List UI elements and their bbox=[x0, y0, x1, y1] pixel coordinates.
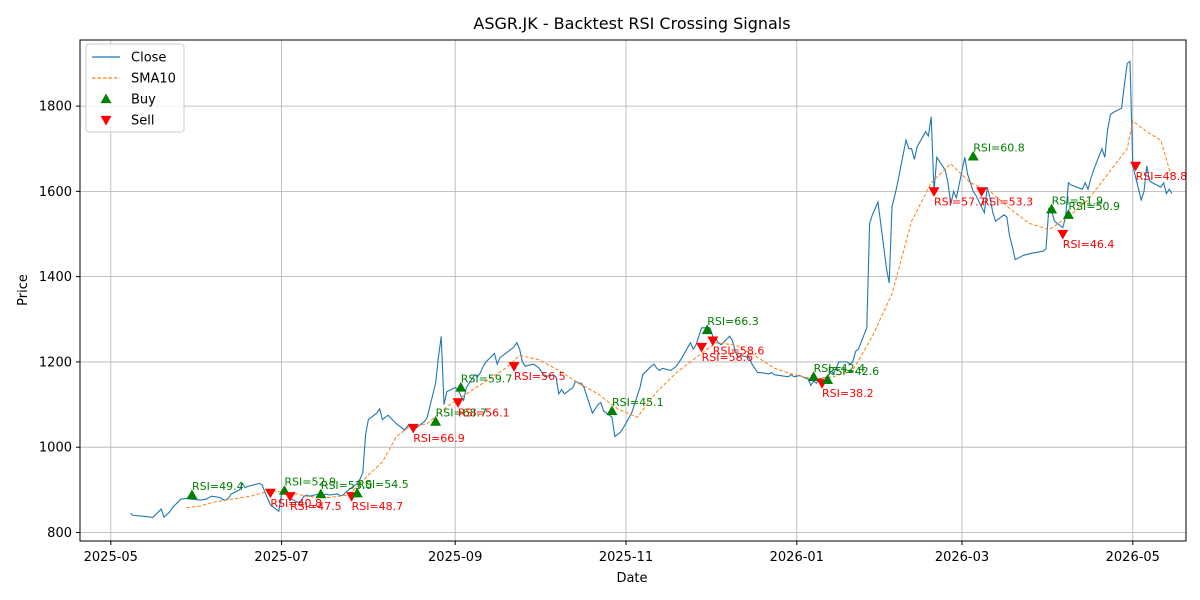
y-tick-label: 1600 bbox=[39, 185, 72, 200]
legend-swatch-buy bbox=[100, 93, 112, 104]
buy-signal-marker bbox=[808, 371, 820, 381]
x-tick-label: 2025-07 bbox=[254, 550, 308, 565]
buy-signal-marker bbox=[822, 374, 834, 384]
buy-signal-marker bbox=[606, 405, 618, 416]
y-tick-label: 1400 bbox=[39, 270, 72, 285]
buy-signal-label: RSI=45.1 bbox=[612, 396, 664, 409]
sell-signal-marker bbox=[1057, 229, 1069, 240]
chart-title: ASGR.JK - Backtest RSI Crossing Signals bbox=[473, 14, 790, 33]
buy-signal-marker bbox=[351, 487, 363, 498]
sell-signal-label: RSI=47.5 bbox=[290, 500, 342, 513]
sell-signal-label: RSI=66.9 bbox=[413, 432, 465, 445]
buy-signal-label: RSI=52.9 bbox=[284, 476, 336, 489]
grid bbox=[80, 40, 1186, 541]
buy-signal-label: RSI=66.3 bbox=[707, 315, 759, 328]
sell-signal-label: RSI=58.6 bbox=[702, 351, 754, 364]
sell-signal-label: RSI=48.8 bbox=[1136, 170, 1188, 183]
sell-signal-label: RSI=40.8 bbox=[270, 497, 322, 510]
buy-signal-label: RSI=50.9 bbox=[1068, 200, 1120, 213]
sell-signal-marker bbox=[264, 488, 276, 499]
plot-frame bbox=[79, 39, 1187, 542]
sell-signal-marker bbox=[928, 187, 940, 197]
x-axis-label: Date bbox=[616, 571, 647, 586]
y-tick-label: 1000 bbox=[39, 441, 72, 456]
buy-signal-marker bbox=[186, 489, 198, 500]
y-axis-ticks: 800 1000 1200 1400 1600 1800 bbox=[39, 100, 80, 541]
sell-signal-marker bbox=[707, 336, 719, 347]
buy-signal-label: RSI=42.6 bbox=[828, 365, 880, 378]
buy-signal-label: RSI=49.4 bbox=[192, 480, 244, 493]
buy-signal-marker bbox=[430, 416, 442, 426]
x-tick-label: 2025-09 bbox=[428, 550, 482, 565]
sell-signal-marker bbox=[508, 362, 520, 372]
sell-signal-label: RSI=58.6 bbox=[713, 345, 765, 358]
sell-signal-marker bbox=[976, 187, 988, 197]
buy-signal-marker bbox=[967, 150, 979, 161]
buy-signal-marker bbox=[315, 488, 327, 499]
sell-signal-label: RSI=57.7 bbox=[934, 195, 986, 208]
x-tick-label: 2026-03 bbox=[935, 550, 989, 565]
x-tick-label: 2026-05 bbox=[1106, 550, 1160, 565]
signal-layer: RSI=49.4 RSI=40.8 RSI=52.9 RSI=47.5 RSI=53.0… bbox=[186, 141, 1188, 513]
buy-signal-marker bbox=[701, 324, 713, 335]
y-tick-label: 800 bbox=[47, 526, 72, 541]
buy-signal-marker bbox=[1062, 209, 1074, 219]
sell-signal-label: RSI=56.5 bbox=[514, 370, 566, 383]
buy-signal-marker bbox=[455, 382, 467, 392]
legend-label-close: Close bbox=[131, 51, 166, 66]
series-sma10-line bbox=[186, 120, 1173, 509]
x-tick-label: 2025-05 bbox=[84, 550, 138, 565]
legend: Close SMA10 Buy Sell bbox=[85, 43, 185, 133]
sell-signal-marker bbox=[407, 423, 419, 434]
legend-label-buy: Buy bbox=[131, 93, 156, 108]
sell-signal-marker bbox=[284, 492, 296, 502]
sell-signal-label: RSI=48.7 bbox=[352, 500, 404, 513]
sell-signal-label: RSI=46.4 bbox=[1063, 238, 1115, 251]
x-tick-label: 2025-11 bbox=[599, 550, 653, 565]
sell-signal-marker bbox=[452, 398, 464, 408]
buy-signal-label: RSI=53.0 bbox=[321, 479, 373, 492]
legend-box bbox=[85, 43, 185, 133]
sell-signal-marker bbox=[696, 342, 708, 353]
legend-swatch-sell bbox=[100, 115, 112, 126]
sell-signal-label: RSI=53.3 bbox=[982, 195, 1034, 208]
sell-signal-label: RSI=38.2 bbox=[822, 387, 874, 400]
buy-signal-label: RSI=60.8 bbox=[973, 141, 1025, 154]
x-tick-label: 2026-01 bbox=[770, 550, 824, 565]
sell-signal-label: RSI=56.1 bbox=[458, 406, 510, 419]
legend-label-sell: Sell bbox=[131, 114, 154, 129]
buy-signal-label: RSI=59.7 bbox=[461, 373, 513, 386]
y-tick-label: 1800 bbox=[39, 100, 72, 115]
buy-signal-label: RSI=54.5 bbox=[357, 478, 409, 491]
buy-signal-label: RSI=42.4 bbox=[814, 362, 866, 375]
sell-signal-marker bbox=[1130, 161, 1142, 172]
buy-signal-marker bbox=[1046, 203, 1058, 214]
buy-signal-label: RSI=68.7 bbox=[436, 407, 488, 420]
y-axis-label: Price bbox=[16, 274, 31, 306]
legend-label-sma10: SMA10 bbox=[131, 72, 176, 87]
x-axis-ticks: 2025-05 2025-07 2025-09 2025-11 2026-01 2026-… bbox=[84, 541, 1160, 565]
y-tick-label: 1200 bbox=[39, 355, 72, 370]
buy-signal-label: RSI=51.9 bbox=[1052, 194, 1104, 207]
